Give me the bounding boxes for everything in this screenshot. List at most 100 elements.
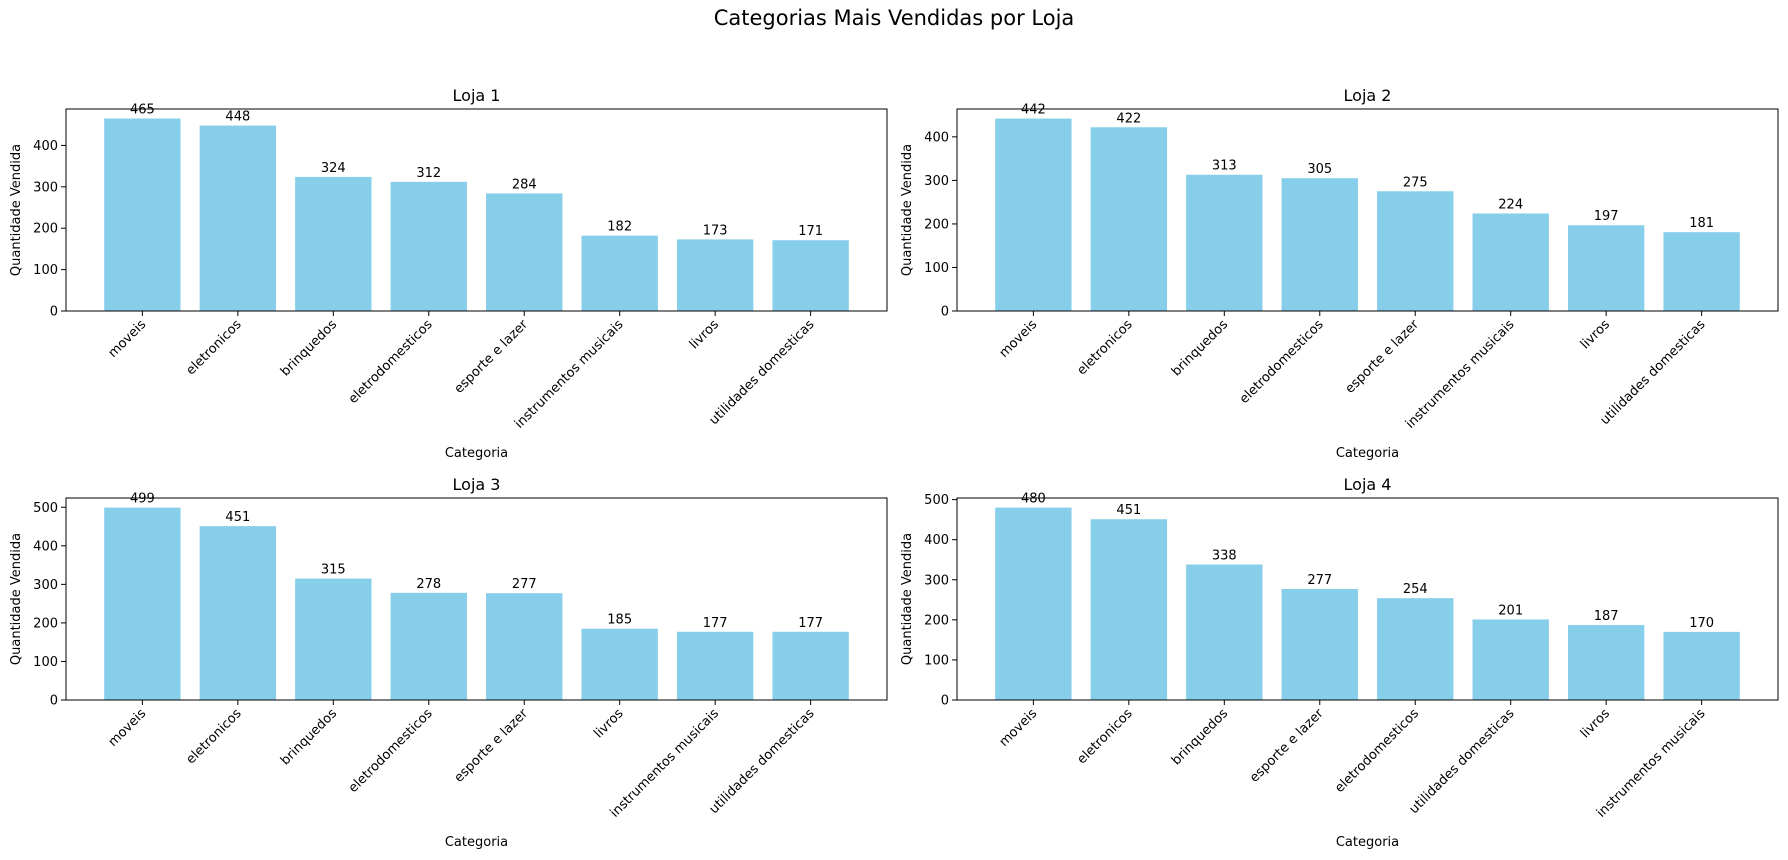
y-tick-label: 200 xyxy=(33,222,58,237)
y-tick-label: 400 xyxy=(924,533,949,548)
chart-panel-2: 442 422 313 305 275 224 197 181 0 100 200 300 400 mov… xyxy=(900,86,1779,461)
bar-value-label: 170 xyxy=(1689,616,1714,631)
bar-value-label: 254 xyxy=(1403,582,1428,597)
x-tick-label: brinquedos xyxy=(278,317,340,379)
x-axis-label: Categoria xyxy=(1336,446,1399,461)
bar-moveis xyxy=(995,507,1072,700)
bar-value-label: 305 xyxy=(1307,162,1332,177)
bar-brinquedos xyxy=(295,578,372,700)
bar-esporte-e-lazer xyxy=(1377,191,1454,311)
x-tick-label: livros xyxy=(1578,317,1613,352)
x-tick-label: eletrodomesticos xyxy=(1237,317,1327,407)
chart-panels: 465 448 324 312 284 182 173 171 0 100 200 300 400 mov… xyxy=(9,86,1779,850)
subplot-title: Loja 1 xyxy=(453,86,501,105)
bar-eletrodomesticos xyxy=(390,592,467,700)
x-tick-label: brinquedos xyxy=(1169,706,1231,768)
x-tick-label: moveis xyxy=(106,706,150,750)
x-tick-label: instrumentos musicais xyxy=(607,706,722,821)
bar-moveis xyxy=(104,507,181,700)
bar-value-label: 465 xyxy=(130,103,155,118)
y-tick-label: 100 xyxy=(924,653,949,668)
x-tick-label: brinquedos xyxy=(1169,317,1231,379)
x-tick-label: brinquedos xyxy=(278,706,340,768)
x-axis-label: Categoria xyxy=(445,835,508,850)
bar-value-label: 277 xyxy=(512,577,537,592)
figure-suptitle: Categorias Mais Vendidas por Loja xyxy=(714,6,1075,30)
bar-value-label: 181 xyxy=(1689,216,1714,231)
x-tick-label: utilidades domesticas xyxy=(707,706,818,817)
x-tick-label: esporte e lazer xyxy=(452,317,532,397)
bar-value-label: 187 xyxy=(1594,609,1619,624)
x-tick-label: moveis xyxy=(997,317,1041,361)
bar-value-label: 171 xyxy=(798,224,823,239)
y-tick-label: 300 xyxy=(33,180,58,195)
chart-panel-1: 465 448 324 312 284 182 173 171 0 100 200 300 400 mov… xyxy=(9,86,888,461)
bar-livros xyxy=(1567,625,1645,700)
y-tick-label: 200 xyxy=(33,616,58,631)
y-tick-label: 0 xyxy=(941,694,949,709)
bar-value-label: 480 xyxy=(1021,492,1046,507)
x-tick-label: esporte e lazer xyxy=(1343,317,1423,397)
bar-moveis xyxy=(104,118,181,312)
plot-frame xyxy=(956,497,1779,701)
bar-value-label: 277 xyxy=(1307,573,1332,588)
y-tick-label: 100 xyxy=(33,263,58,278)
bar-value-label: 499 xyxy=(130,492,155,507)
bar-value-label: 275 xyxy=(1403,175,1428,190)
y-tick-label: 500 xyxy=(33,501,58,516)
bar-value-label: 315 xyxy=(321,563,346,578)
bar-value-label: 185 xyxy=(607,613,632,628)
x-tick-label: eletronicos xyxy=(1075,706,1136,767)
bar-value-label: 201 xyxy=(1498,603,1523,618)
y-tick-label: 0 xyxy=(50,305,58,320)
bar-value-label: 312 xyxy=(416,166,441,181)
x-tick-label: eletrodomesticos xyxy=(1332,706,1422,796)
y-tick-label: 300 xyxy=(924,174,949,189)
bar-livros xyxy=(676,239,754,311)
x-tick-label: instrumentos musicais xyxy=(1403,317,1518,432)
bar-moveis xyxy=(995,118,1072,311)
y-tick-label: 200 xyxy=(924,217,949,232)
bar-value-label: 224 xyxy=(1498,197,1523,212)
bar-value-label: 448 xyxy=(225,110,250,125)
chart-panel-3: 499 451 315 278 277 185 177 177 0 100 200 300 400 500… xyxy=(9,475,888,850)
bar-utilidades-domesticas xyxy=(772,631,849,700)
subplot-title: Loja 4 xyxy=(1344,475,1392,494)
x-tick-label: utilidades domesticas xyxy=(1598,317,1709,428)
y-tick-label: 500 xyxy=(924,493,949,508)
bar-value-label: 451 xyxy=(1116,503,1141,518)
bar-instrumentos-musicais xyxy=(581,235,658,311)
y-tick-label: 400 xyxy=(33,139,58,154)
bar-instrumentos-musicais xyxy=(1663,631,1740,700)
bar-brinquedos xyxy=(295,176,372,311)
plot-frame xyxy=(65,497,888,701)
bar-value-label: 324 xyxy=(321,161,346,176)
bar-value-label: 442 xyxy=(1021,103,1046,118)
x-tick-label: instrumentos musicais xyxy=(1594,706,1709,821)
bar-eletronicos xyxy=(1090,127,1168,311)
y-tick-label: 100 xyxy=(924,261,949,276)
x-tick-label: eletronicos xyxy=(184,706,245,767)
bar-esporte-e-lazer xyxy=(486,193,563,311)
x-axis-label: Categoria xyxy=(445,446,508,461)
bar-utilidades-domesticas xyxy=(772,240,849,311)
bar-instrumentos-musicais xyxy=(676,631,754,700)
x-axis-label: Categoria xyxy=(1336,835,1399,850)
bar-value-label: 177 xyxy=(703,616,728,631)
x-tick-label: utilidades domesticas xyxy=(707,317,818,428)
y-tick-label: 200 xyxy=(924,613,949,628)
y-tick-label: 400 xyxy=(33,539,58,554)
bar-value-label: 278 xyxy=(416,577,441,592)
bar-esporte-e-lazer xyxy=(1281,588,1358,700)
bar-eletrodomesticos xyxy=(1281,178,1358,311)
y-axis-label: Quantidade Vendida xyxy=(900,144,915,276)
chart-panel-4: 480 451 338 277 254 201 187 170 0 100 200 300 400 500… xyxy=(900,475,1779,850)
bar-utilidades-domesticas xyxy=(1663,232,1740,311)
bar-utilidades-domesticas xyxy=(1472,619,1549,700)
bar-livros xyxy=(1567,225,1645,311)
bar-value-label: 284 xyxy=(512,177,537,192)
bar-value-label: 182 xyxy=(607,220,632,235)
x-tick-label: moveis xyxy=(997,706,1041,750)
x-tick-label: eletrodomesticos xyxy=(346,317,436,407)
x-tick-label: instrumentos musicais xyxy=(512,317,627,432)
